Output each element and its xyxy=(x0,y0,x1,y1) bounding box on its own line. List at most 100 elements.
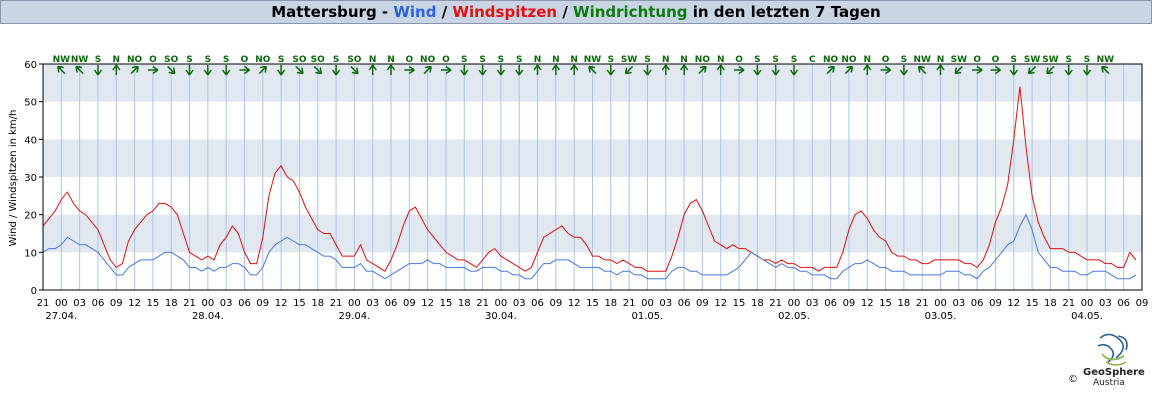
direction-label: NO xyxy=(255,55,271,65)
x-tick-label: 06 xyxy=(385,298,398,309)
direction-arrow-icon xyxy=(1101,65,1110,75)
direction-label: N xyxy=(937,55,945,65)
x-tick-label: 21 xyxy=(916,298,929,309)
direction-label: NW xyxy=(71,55,89,65)
direction-label: SW xyxy=(621,55,637,65)
direction-label: NO xyxy=(127,55,143,65)
direction-label: N xyxy=(534,55,542,65)
direction-label: SW xyxy=(1024,55,1040,65)
direction-label: S xyxy=(1084,55,1090,65)
x-tick-label: 09 xyxy=(256,298,269,309)
direction-arrow-icon xyxy=(313,65,323,75)
direction-label: N xyxy=(387,55,395,65)
direction-label: NO xyxy=(841,55,857,65)
x-tick-label: 12 xyxy=(861,298,874,309)
x-tick-label: 03 xyxy=(1099,298,1112,309)
copyright-symbol: © xyxy=(1068,374,1078,385)
direction-arrow-icon xyxy=(295,65,304,75)
direction-arrow-icon xyxy=(478,65,487,76)
y-tick-label: 10 xyxy=(24,248,37,259)
x-tick-label: 03 xyxy=(220,298,233,309)
direction-label: NO xyxy=(823,55,839,65)
x-tick-label: 00 xyxy=(934,298,947,309)
direction-label: N xyxy=(717,55,725,65)
y-tick-label: 40 xyxy=(24,135,37,146)
direction-arrow-icon xyxy=(789,65,799,76)
x-tick-label: 06 xyxy=(678,298,691,309)
x-tick-label: 21 xyxy=(1062,298,1075,309)
x-tick-label: 15 xyxy=(733,298,746,309)
direction-arrow-icon xyxy=(203,65,212,76)
direction-label: S xyxy=(278,55,284,65)
y-tick-label: 0 xyxy=(31,286,37,297)
title-suffix: in den letzten 7 Tagen xyxy=(687,3,881,21)
direction-arrow-icon xyxy=(844,65,854,75)
direction-label: S xyxy=(754,55,760,65)
x-tick-label: 06 xyxy=(531,298,544,309)
gust-series-line xyxy=(42,86,1137,272)
direction-arrow-icon xyxy=(734,65,745,75)
direction-arrow-icon xyxy=(75,65,84,75)
x-tick-label: 06 xyxy=(824,298,837,309)
direction-label: NW xyxy=(1097,55,1115,65)
title-sep3: / xyxy=(557,3,574,21)
direction-label: SW xyxy=(1042,55,1058,65)
y-axis-label: Wind / Windspitzen in km/h xyxy=(8,110,19,247)
chart-series xyxy=(42,86,1137,280)
y-tick-label: 60 xyxy=(24,60,37,71)
day-label: 28.04. xyxy=(192,311,224,322)
x-tick-label: 15 xyxy=(147,298,160,309)
direction-label: S xyxy=(498,55,504,65)
x-tick-label: 00 xyxy=(788,298,801,309)
chart-title: Mattersburg - Wind / Windspitzen / Windr… xyxy=(0,0,1152,24)
x-tick-label: 12 xyxy=(275,298,288,309)
direction-arrow-icon xyxy=(753,65,762,76)
day-label: 03.05. xyxy=(925,311,957,322)
direction-label: N xyxy=(112,55,120,65)
direction-label: S xyxy=(461,55,467,65)
direction-arrow-icon xyxy=(185,65,194,76)
direction-arrow-icon xyxy=(258,65,268,75)
direction-arrow-icon xyxy=(863,64,872,75)
x-tick-label: 12 xyxy=(421,298,434,309)
x-tick-label: 09 xyxy=(403,298,416,309)
x-tick-label: 09 xyxy=(989,298,1002,309)
direction-arrow-icon xyxy=(460,65,469,76)
x-tick-label: 00 xyxy=(1081,298,1094,309)
x-tick-label: 15 xyxy=(440,298,453,309)
day-label: 02.05. xyxy=(778,311,810,322)
x-tick-label: 18 xyxy=(604,298,617,309)
title-sep1: - xyxy=(376,3,394,21)
day-label: 29.04. xyxy=(338,311,370,322)
direction-arrow-icon xyxy=(112,64,121,75)
direction-label: NO xyxy=(695,55,711,65)
direction-label: S xyxy=(608,55,614,65)
logo-country: Austria xyxy=(1093,378,1125,388)
x-tick-label: 09 xyxy=(1136,298,1149,309)
x-tick-label: 12 xyxy=(568,298,581,309)
x-tick-label: 12 xyxy=(714,298,727,309)
x-tick-label: 18 xyxy=(1044,298,1057,309)
day-label: 01.05. xyxy=(632,311,664,322)
direction-arrow-icon xyxy=(331,65,341,76)
chart-vertical-grid xyxy=(42,64,1143,290)
direction-label: O xyxy=(241,55,249,65)
x-tick-label: 06 xyxy=(92,298,105,309)
direction-label: SO xyxy=(311,55,325,65)
direction-arrow-icon xyxy=(167,65,176,75)
direction-arrow-icon xyxy=(1064,65,1073,76)
direction-label: NW xyxy=(53,55,71,65)
direction-label: NW xyxy=(913,55,931,65)
x-tick-label: 03 xyxy=(513,298,526,309)
direction-label: S xyxy=(791,55,797,65)
y-tick-label: 30 xyxy=(24,173,37,184)
direction-label: S xyxy=(516,55,522,65)
x-tick-label: 06 xyxy=(971,298,984,309)
x-tick-label: 21 xyxy=(183,298,196,309)
x-tick-label: 00 xyxy=(495,298,508,309)
direction-label: NO xyxy=(420,55,436,65)
direction-arrow-icon xyxy=(130,65,139,75)
direction-label: O xyxy=(442,55,450,65)
direction-arrow-icon xyxy=(533,64,542,75)
direction-arrow-icon xyxy=(222,65,231,76)
